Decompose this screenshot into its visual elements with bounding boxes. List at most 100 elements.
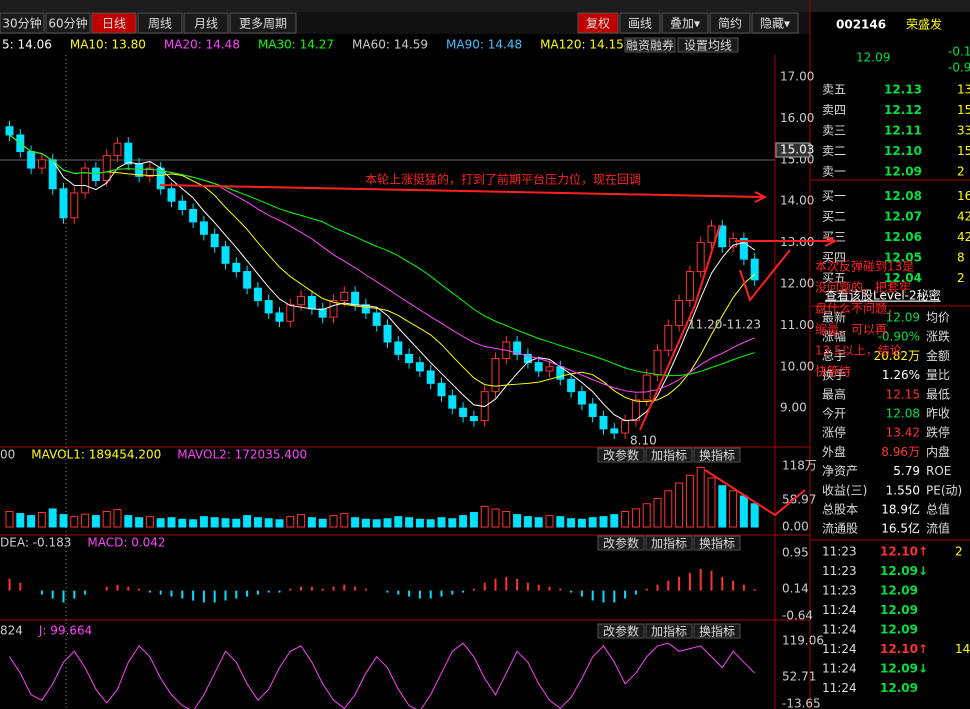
ma-legend: MA10: 13.80 xyxy=(70,38,146,52)
stat-value: 8.96万 xyxy=(881,445,920,459)
top-nav xyxy=(0,0,970,12)
book-price: 12.09 xyxy=(884,165,922,179)
period-button[interactable]: 60分钟 xyxy=(48,16,87,31)
volume-bar xyxy=(642,503,651,528)
ma-legend: MA120: 14.15 xyxy=(540,38,624,52)
tool-button[interactable]: 隐藏▾ xyxy=(760,17,790,31)
chart-button[interactable]: 设置均线 xyxy=(684,39,732,53)
panel-button[interactable]: 加指标 xyxy=(651,448,687,463)
period-button-bg[interactable] xyxy=(45,12,91,34)
price-marker: 15.03 xyxy=(780,143,814,157)
tool-button-bg[interactable] xyxy=(577,12,619,34)
volume-bar xyxy=(318,518,327,528)
panel-button-bg[interactable] xyxy=(597,447,645,463)
panel-button-bg[interactable] xyxy=(597,623,645,639)
stat-label: 总手 xyxy=(822,349,846,363)
panel-button-bg[interactable] xyxy=(597,535,645,551)
candle xyxy=(372,312,381,326)
tick-volume: 14 xyxy=(955,642,970,656)
tick-time: 11:24 xyxy=(822,623,857,637)
candle xyxy=(167,188,176,202)
ma-line xyxy=(9,134,755,422)
panel-button-bg[interactable] xyxy=(645,623,693,639)
period-button[interactable]: 日线 xyxy=(102,17,126,31)
period-button[interactable]: 月线 xyxy=(194,17,218,31)
volume-bar xyxy=(729,490,738,528)
candle xyxy=(696,242,705,273)
stat-label: 内盘 xyxy=(926,444,950,459)
annotation: 本次反弹碰到13是 xyxy=(815,260,914,274)
volume-bar xyxy=(696,467,705,528)
panel-button[interactable]: 加指标 xyxy=(651,624,687,639)
candle xyxy=(394,341,403,355)
panel-button[interactable]: 换指标 xyxy=(699,624,735,639)
tool-button-bg[interactable] xyxy=(709,12,751,34)
panel-button-bg[interactable] xyxy=(693,535,741,551)
annotation-arrows xyxy=(159,184,838,517)
panel-button-bg[interactable] xyxy=(645,447,693,463)
candle xyxy=(685,271,694,302)
volume-bar xyxy=(91,515,100,528)
stock-change: -0.1 xyxy=(948,45,970,59)
volume-bar xyxy=(297,514,306,528)
tool-button-bg[interactable] xyxy=(619,12,661,34)
candle xyxy=(718,225,727,248)
panel-tick: 0.00 xyxy=(782,520,809,534)
period-button[interactable]: 30分钟 xyxy=(2,16,41,31)
tick-time: 11:23 xyxy=(822,584,857,598)
ui: 30分钟 60分钟 日线 周线 月线 更多周期 复权 画线 叠加▾ 简约 隐藏▾ 5: 14.06 MA… xyxy=(0,12,970,709)
candle xyxy=(318,308,327,318)
period-button[interactable]: 更多周期 xyxy=(239,17,287,31)
period-button-bg[interactable] xyxy=(229,12,297,34)
book-volume: 2 xyxy=(957,271,965,285)
period-button-bg[interactable] xyxy=(0,12,45,34)
candle xyxy=(178,200,187,210)
period-button-bg[interactable] xyxy=(137,12,183,34)
volume-bar xyxy=(491,508,500,528)
period-button-bg[interactable] xyxy=(183,12,229,34)
volume-bar xyxy=(27,515,36,528)
panel-button[interactable]: 换指标 xyxy=(699,536,735,551)
tick-time: 11:24 xyxy=(822,603,857,617)
volume-bar xyxy=(37,512,46,528)
volume-bar xyxy=(750,503,759,528)
book-label: 卖三 xyxy=(822,124,846,138)
panel-button[interactable]: 改参数 xyxy=(603,536,639,551)
panel-button[interactable]: 改参数 xyxy=(603,448,639,463)
stat-label: 总股本 xyxy=(822,503,858,517)
tool-button-bg[interactable] xyxy=(751,12,799,34)
tool-button[interactable]: 复权 xyxy=(586,17,610,31)
annotation: 没问题的，把套牢 xyxy=(815,280,911,295)
chart-button-bg[interactable] xyxy=(624,37,676,53)
tool-button[interactable]: 画线 xyxy=(628,17,652,31)
panel-button[interactable]: 换指标 xyxy=(699,448,735,463)
candle xyxy=(189,208,198,223)
panel-button-bg[interactable] xyxy=(693,447,741,463)
tick-price: 12.09↓ xyxy=(880,662,928,676)
panel-label: DEA: -0.183 xyxy=(0,536,71,550)
panel-label: MAVOL1: 189454.200 xyxy=(31,448,161,462)
price-tick: 14.00 xyxy=(780,194,814,208)
panel-button-bg[interactable] xyxy=(693,623,741,639)
period-button[interactable]: 周线 xyxy=(148,17,172,31)
candle xyxy=(405,353,414,364)
stat-label: 均价 xyxy=(926,311,950,325)
panel-button[interactable]: 加指标 xyxy=(651,536,687,551)
tool-button-bg[interactable] xyxy=(661,12,709,34)
panel-button[interactable]: 改参数 xyxy=(603,624,639,639)
book-label: 买一 xyxy=(822,189,846,203)
candle xyxy=(469,415,478,422)
level2-link[interactable]: 查看该股Level-2秘密 xyxy=(825,288,941,303)
chart-button[interactable]: 融资融券 xyxy=(626,38,674,53)
panel-tick: 52.71 xyxy=(782,670,816,684)
book-price: 12.04 xyxy=(884,271,922,285)
panel-button-bg[interactable] xyxy=(645,535,693,551)
tool-button[interactable]: 叠加▾ xyxy=(670,17,700,31)
period-button-bg[interactable] xyxy=(91,12,137,34)
tool-button[interactable]: 简约 xyxy=(718,16,742,31)
volume-bar xyxy=(221,518,230,528)
book-price: 12.11 xyxy=(884,124,922,138)
candle xyxy=(675,300,684,326)
chart-button-bg[interactable] xyxy=(677,37,739,53)
